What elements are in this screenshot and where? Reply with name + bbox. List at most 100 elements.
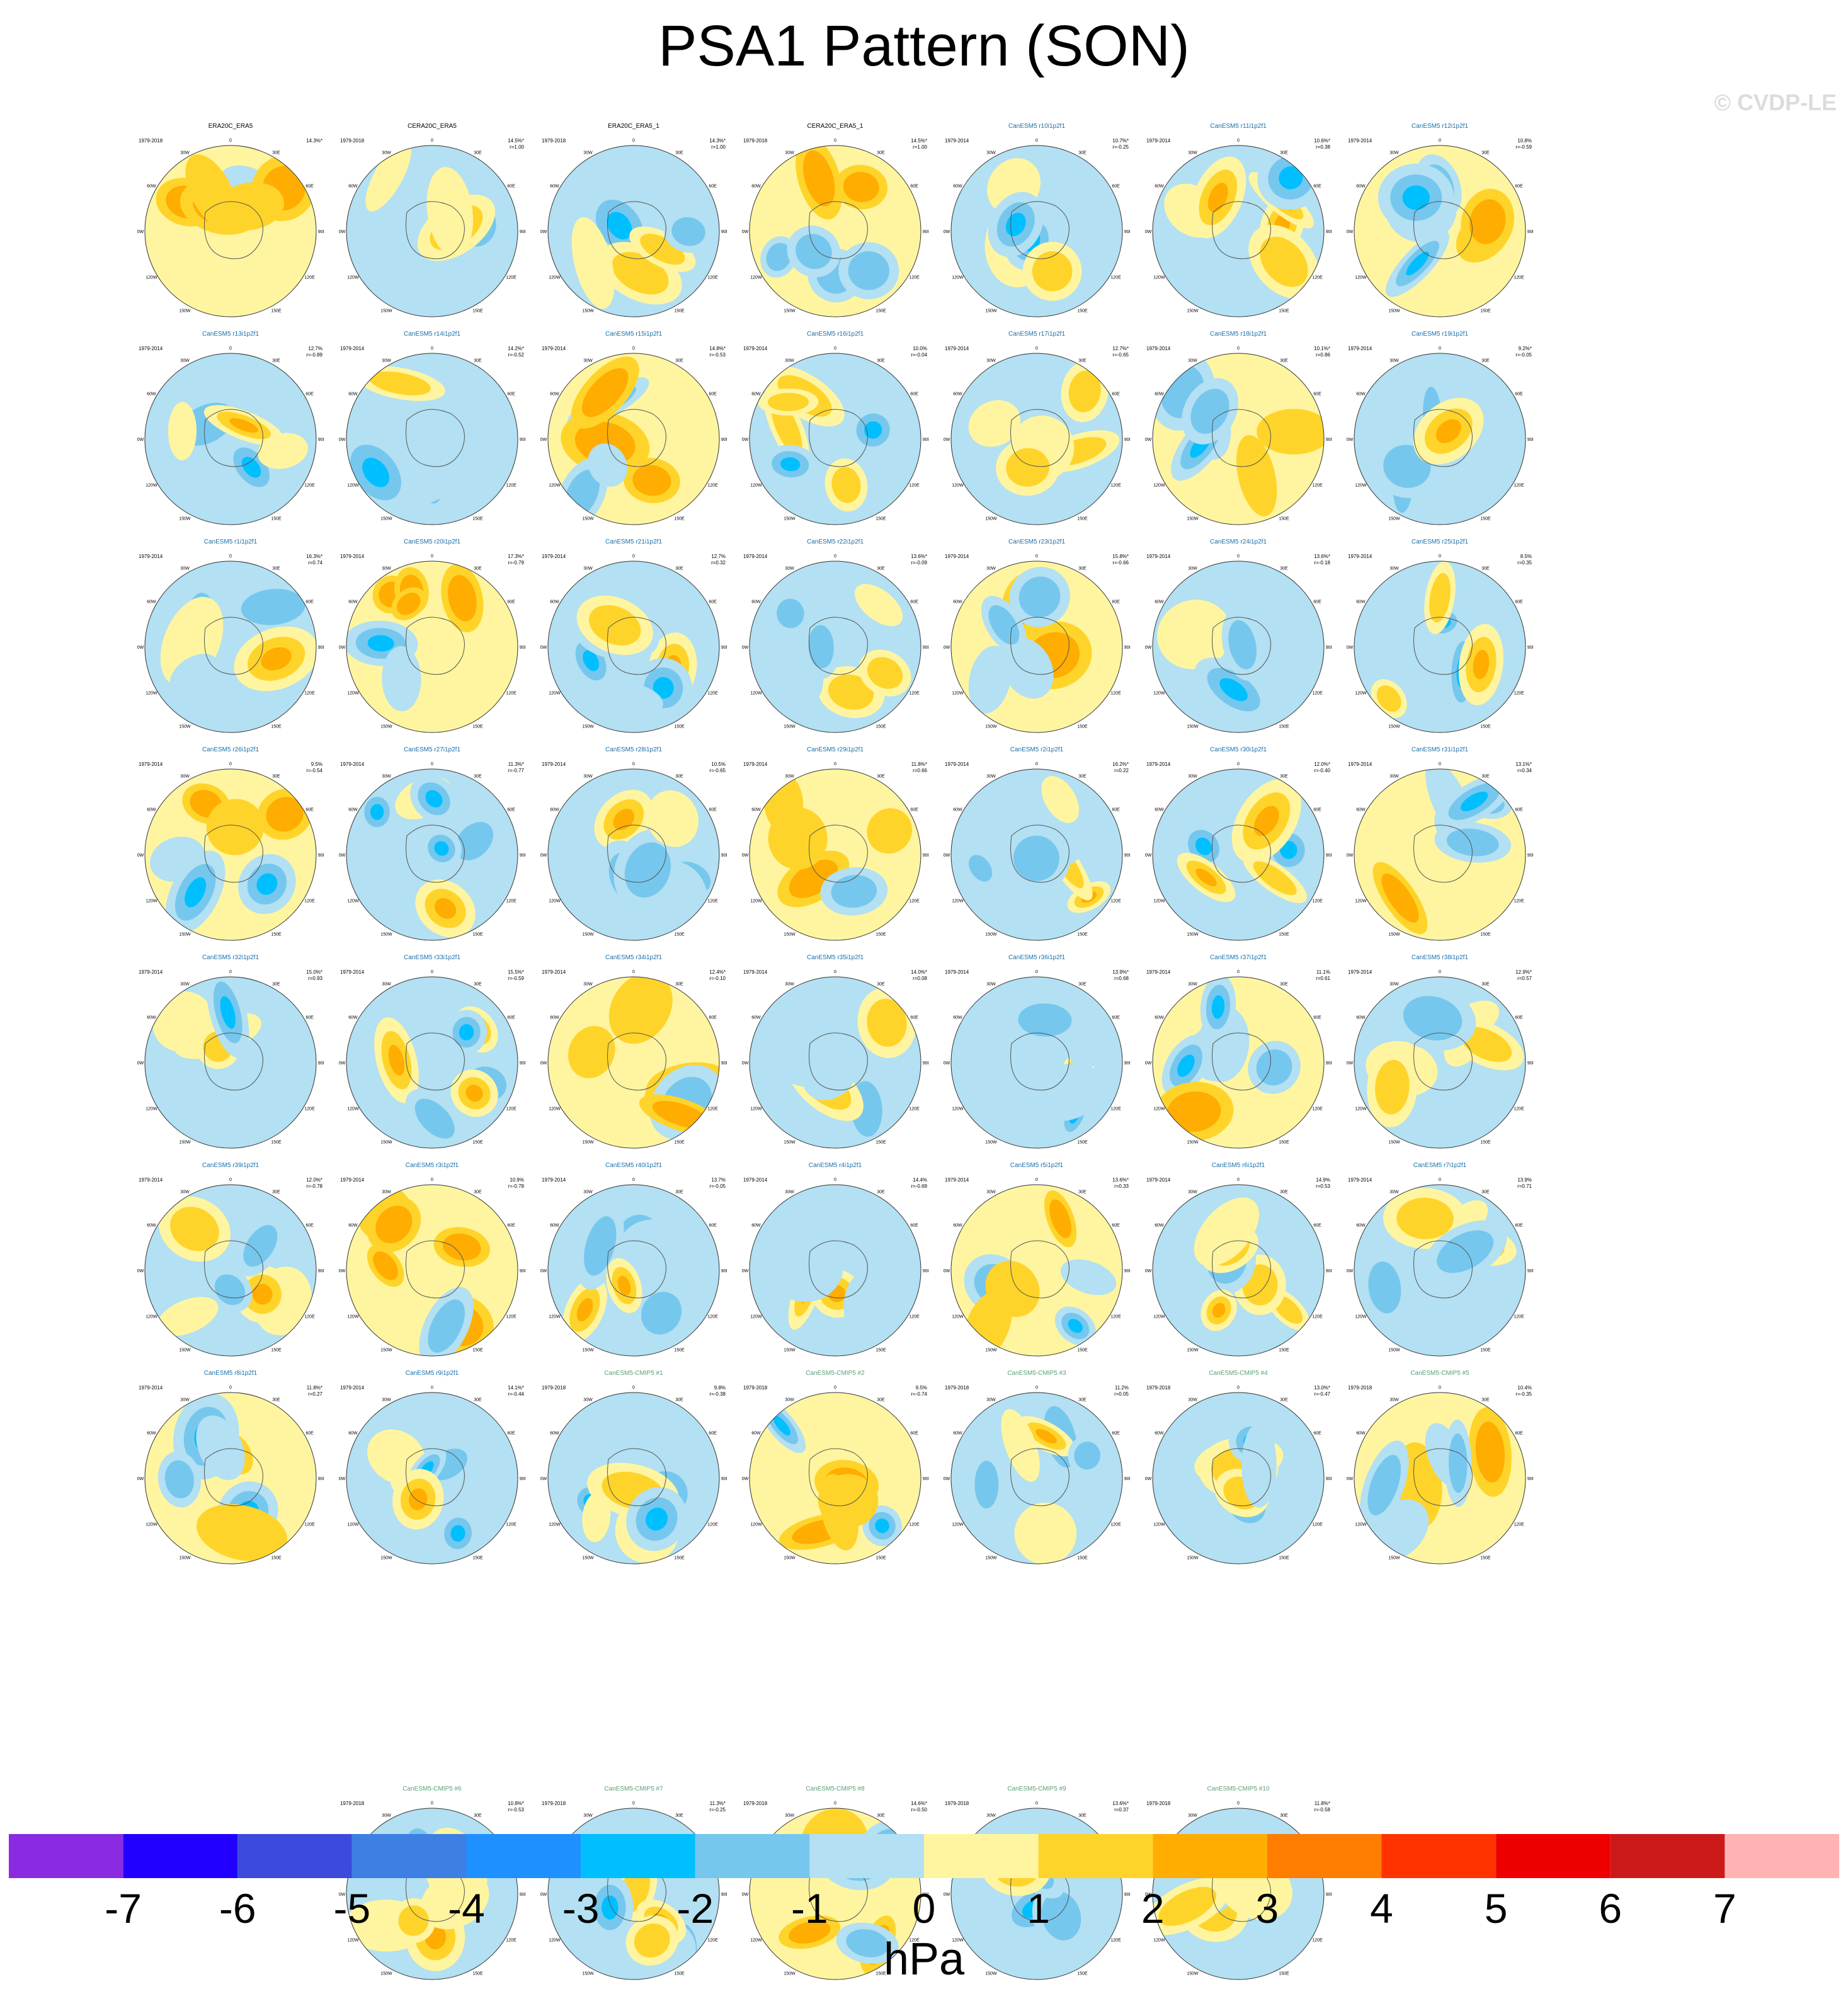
longitude-label: 120W — [1355, 1107, 1367, 1112]
panel-variance-pct: 14.3%* — [709, 138, 726, 144]
negative-anomaly — [796, 234, 832, 270]
longitude-label: 30W — [583, 982, 593, 986]
panel-years: 1979-2014 — [340, 761, 365, 767]
positive-anomaly — [646, 790, 699, 847]
longitude-label: 120E — [1514, 899, 1524, 904]
negative-anomaly — [1211, 995, 1225, 1019]
map-border — [950, 145, 1123, 317]
longitude-label: 150W — [784, 309, 796, 314]
panel-years: 1979-2018 — [743, 138, 768, 144]
positive-anomaly — [1376, 685, 1401, 712]
polar-map: 030E60E90E120E150E180150W120W90W60W30W — [944, 139, 1130, 317]
panel-stats: 11.8%* r=0.66 — [911, 761, 927, 774]
panel-title: CanESM5 r37i1p2f1 — [1209, 954, 1267, 961]
polar-map: 030E60E90E120E150E180150W120W90W60W30W — [742, 139, 928, 317]
longitude-label: 60W — [550, 600, 559, 605]
panel-stats: 17.3%* r=-0.79 — [508, 554, 524, 566]
positive-anomaly — [613, 809, 635, 831]
longitude-label: 30W — [180, 566, 190, 571]
panel-variance-pct: 10.6%* — [1314, 138, 1330, 144]
negative-anomaly — [384, 245, 456, 300]
positive-anomaly — [420, 1871, 489, 1930]
longitude-label: 30E — [1078, 358, 1087, 363]
positive-anomaly — [641, 472, 663, 489]
longitude-label: 30W — [986, 1190, 996, 1194]
panel-pattern-correlation: r=-0.50 — [911, 1807, 927, 1813]
map-panel: CanESM5 r13i1p2f1 1979-2014 12.7% r=-0.89 0 3… — [137, 331, 324, 527]
antarctica-coastline — [1413, 824, 1473, 883]
panel-stats: 13.1%* r=0.34 — [1515, 761, 1532, 774]
longitude-label: 120W — [952, 1939, 964, 1943]
longitude-label: 120W — [347, 1107, 359, 1112]
longitude-label: 30W — [1188, 1813, 1197, 1818]
longitude-label: 120W — [750, 899, 762, 904]
longitude-label: 90E — [923, 646, 928, 650]
longitude-label: 90W — [339, 438, 346, 442]
panel-stats: 10.5% r=-0.65 — [709, 761, 726, 774]
positive-anomaly — [593, 379, 618, 406]
panel-title: CanESM5 r8i1p2f1 — [203, 1370, 258, 1377]
longitude-label: 60E — [1515, 1432, 1523, 1436]
panel-years: 1979-2014 — [340, 346, 365, 351]
positive-anomaly — [398, 1905, 429, 1936]
longitude-label: 120E — [1312, 692, 1323, 696]
map-border — [346, 768, 518, 941]
panel-pattern-correlation: r=-0.53 — [709, 352, 726, 358]
longitude-label: 150W — [179, 933, 191, 937]
longitude-label: 150E — [271, 309, 282, 314]
longitude-label: 30E — [474, 566, 482, 571]
longitude-label: 120W — [145, 484, 157, 488]
positive-anomaly — [1032, 251, 1073, 292]
longitude-label: 150E — [271, 517, 282, 521]
antarctica-coastline — [1212, 824, 1271, 883]
longitude-label: 90W — [1347, 1477, 1354, 1481]
panel-stats: 13.9% r=0.71 — [1517, 1177, 1532, 1190]
panel-years: 1979-2018 — [542, 138, 566, 144]
longitude-label: 60E — [1313, 1224, 1321, 1228]
longitude-label: 150E — [674, 517, 685, 521]
longitude-label: 60E — [1515, 392, 1523, 397]
panel-stats: 15.8%* r=-0.66 — [1112, 554, 1129, 566]
panel-stats: 14.1%* r=-0.44 — [508, 1385, 524, 1398]
longitude-label: 150W — [179, 309, 191, 314]
longitude-label: 150W — [784, 1141, 796, 1145]
longitude-label: 0 — [229, 970, 232, 974]
longitude-label: 120E — [506, 1523, 516, 1527]
longitude-label: 90W — [137, 230, 144, 234]
negative-anomaly — [968, 646, 1012, 714]
longitude-label: 150W — [985, 1556, 997, 1561]
longitude-label: 120W — [347, 692, 359, 696]
panel-stats: 10.9% r=-0.78 — [508, 1177, 524, 1190]
longitude-label: 120W — [952, 899, 964, 904]
colorbar-tick-label: -4 — [448, 1885, 485, 1932]
longitude-label: 0 — [632, 346, 635, 351]
panel-stats: 10.0% r=-0.04 — [911, 346, 927, 358]
polar-map: 030E60E90E120E150E180150W120W90W60W30W — [742, 1386, 928, 1564]
longitude-label: 90W — [944, 1061, 950, 1066]
map-panel: CanESM5 r5i1p2f1 1979-2014 13.6%* r=0.33 0 30… — [944, 1162, 1130, 1359]
longitude-label: 90E — [721, 1269, 727, 1273]
antarctica-coastline — [809, 1032, 868, 1091]
polar-map: 030E60E90E120E150E180150W120W90W60W30W — [1347, 970, 1533, 1149]
longitude-label: 150W — [1388, 1556, 1400, 1561]
antarctica-coastline — [809, 1240, 868, 1299]
panel-pattern-correlation: r=0.27 — [308, 1391, 322, 1397]
longitude-label: 30E — [474, 358, 482, 363]
longitude-label: 90E — [923, 1477, 928, 1481]
longitude-label: 120E — [1312, 1939, 1323, 1943]
longitude-label: 60W — [348, 808, 358, 812]
longitude-label: 60W — [1356, 185, 1366, 189]
longitude-label: 120W — [952, 484, 964, 488]
negative-anomaly — [875, 1518, 889, 1534]
antarctica-coastline — [406, 1448, 465, 1507]
panel-title: CanESM5 r14i1p2f1 — [403, 331, 461, 338]
map-panel: CanESM5 r29i1p2f1 1979-2014 11.8%* r=0.66 0 3… — [742, 746, 928, 943]
polar-map: 030E60E90E120E150E180150W120W90W60W30W — [137, 554, 324, 733]
longitude-label: 120W — [549, 1523, 561, 1527]
longitude-label: 30E — [272, 774, 280, 778]
longitude-label: 90E — [1124, 438, 1130, 442]
map-panel: CanESM5 r2i1p2f1 1979-2014 16.2%* r=0.22 0 30… — [944, 746, 1130, 943]
panel-pattern-correlation: r=-0.04 — [911, 352, 927, 358]
longitude-label: 30E — [1280, 1398, 1288, 1402]
longitude-label: 120W — [1355, 899, 1367, 904]
